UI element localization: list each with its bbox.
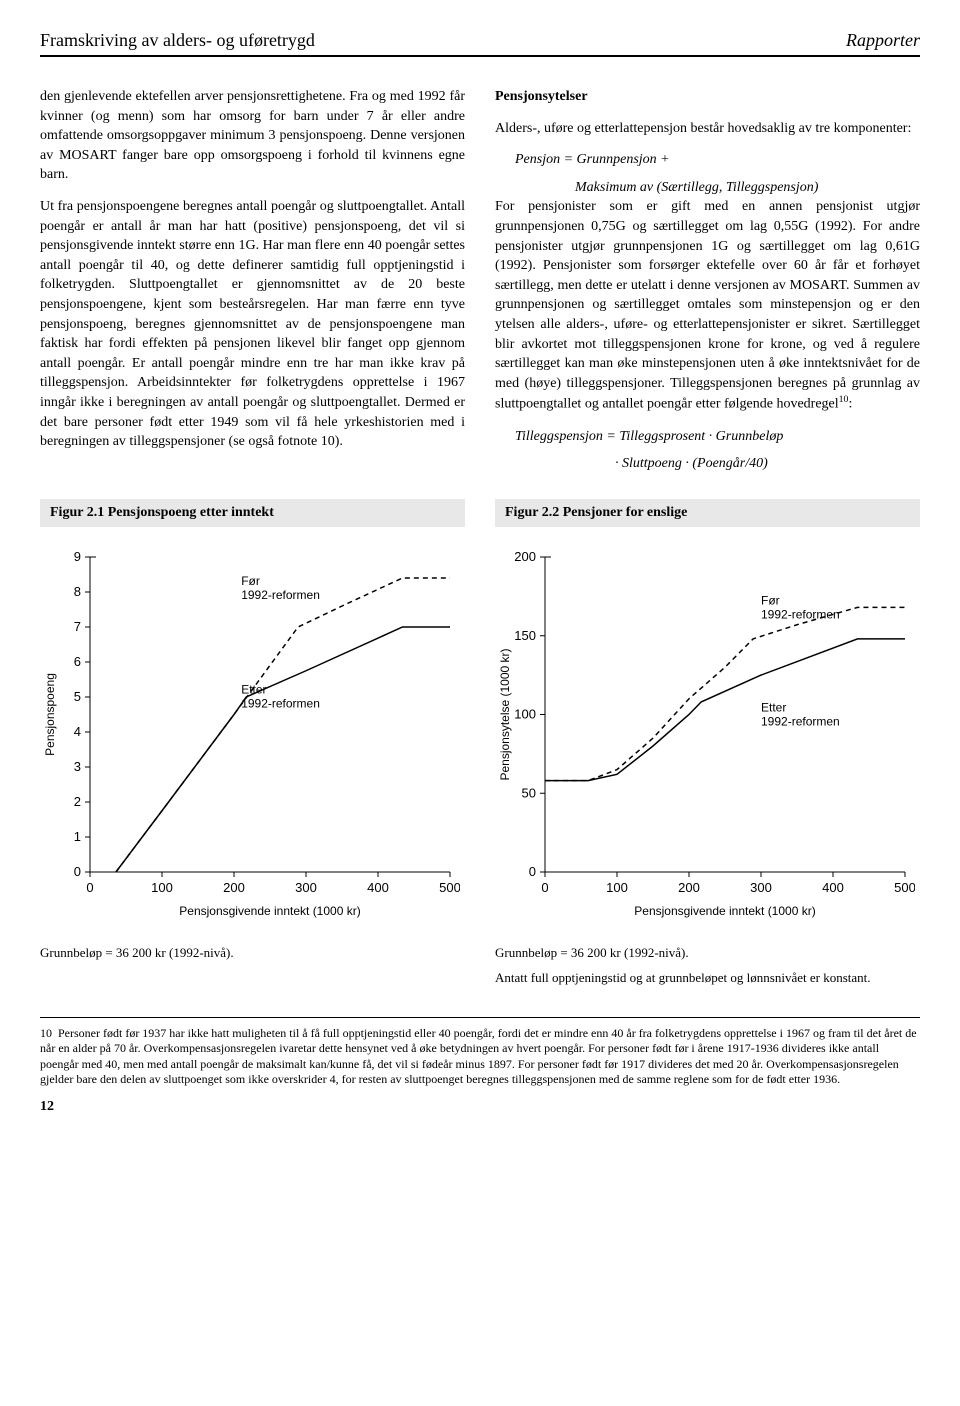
svg-text:400: 400: [822, 880, 844, 895]
svg-text:0: 0: [529, 864, 536, 879]
svg-text:100: 100: [514, 706, 536, 721]
svg-text:1992-reformen: 1992-reformen: [761, 607, 840, 621]
svg-text:7: 7: [74, 619, 81, 634]
page-number: 12: [40, 1098, 920, 1116]
svg-text:200: 200: [678, 880, 700, 895]
svg-text:400: 400: [367, 880, 389, 895]
figures-row: Figur 2.1 Pensjonspoeng etter inntekt 0 1…: [40, 499, 920, 987]
formula-1b: Maksimum av (Særtillegg, Tilleggspensjon…: [575, 178, 920, 198]
svg-text:1992-reformen: 1992-reformen: [761, 714, 840, 728]
svg-text:3: 3: [74, 759, 81, 774]
footnote-section: 10 Personer født før 1937 har ikke hatt …: [40, 1017, 920, 1117]
svg-text:500: 500: [894, 880, 915, 895]
header-title-right: Rapporter: [846, 30, 920, 51]
figure-2-2: Figur 2.2 Pensjoner for enslige 0 50 100 15…: [495, 499, 920, 987]
svg-text:200: 200: [223, 880, 245, 895]
svg-text:Etter: Etter: [241, 682, 266, 696]
svg-text:5: 5: [74, 689, 81, 704]
svg-text:6: 6: [74, 654, 81, 669]
footnote-10: 10 Personer født før 1937 har ikke hatt …: [40, 1026, 920, 1088]
right-p1: Alders-, uføre og etterlattepensjon best…: [495, 119, 920, 139]
svg-text:50: 50: [522, 785, 536, 800]
svg-text:0: 0: [541, 880, 548, 895]
formula-2b: · Sluttpoeng · (Poengår/40): [615, 454, 920, 474]
figure-2-2-caption1: Grunnbeløp = 36 200 kr (1992-nivå).: [495, 945, 920, 962]
chart-2-svg: 0 50 100 150 200 0 100 200 300 400 500 Pensjonsgive…: [495, 547, 915, 927]
svg-text:Etter: Etter: [761, 700, 786, 714]
svg-text:8: 8: [74, 584, 81, 599]
left-p1: den gjenlevende ektefellen arver pensjon…: [40, 87, 465, 185]
figure-2-1-title: Figur 2.1 Pensjonspoeng etter inntekt: [40, 499, 465, 527]
body-columns: den gjenlevende ektefellen arver pensjon…: [40, 87, 920, 474]
svg-text:1992-reformen: 1992-reformen: [241, 696, 320, 710]
svg-text:100: 100: [606, 880, 628, 895]
left-p2: Ut fra pensjonspoengene beregnes antall …: [40, 197, 465, 452]
right-column: Pensjonsytelser Alders-, uføre og etterl…: [495, 87, 920, 474]
svg-text:0: 0: [74, 864, 81, 879]
svg-text:0: 0: [86, 880, 93, 895]
figure-2-1-caption: Grunnbeløp = 36 200 kr (1992-nivå).: [40, 945, 465, 962]
svg-text:300: 300: [750, 880, 772, 895]
svg-text:Pensjonsgivende inntekt (1000: Pensjonsgivende inntekt (1000 kr): [634, 904, 815, 918]
figure-2-2-chart: 0 50 100 150 200 0 100 200 300 400 500 Pensjonsgive…: [495, 537, 920, 937]
svg-text:4: 4: [74, 724, 81, 739]
figure-2-1-chart: 0 1 2 3 4 5 6 7 8 9 0 100 200 300 400 500 Pensjonsgivend…: [40, 537, 465, 937]
svg-text:500: 500: [439, 880, 460, 895]
svg-text:200: 200: [514, 549, 536, 564]
svg-text:150: 150: [514, 628, 536, 643]
right-p2: For pensjonister som er gift med en anne…: [495, 197, 920, 414]
svg-text:Pensjonsytelse (1000 kr): Pensjonsytelse (1000 kr): [498, 648, 512, 780]
svg-text:Før: Før: [241, 574, 260, 588]
svg-text:Pensjonsgivende inntekt (1000: Pensjonsgivende inntekt (1000 kr): [179, 904, 360, 918]
svg-text:2: 2: [74, 794, 81, 809]
header-title-left: Framskriving av alders- og uføretrygd: [40, 30, 315, 51]
svg-text:Pensjonspoeng: Pensjonspoeng: [43, 673, 57, 756]
right-heading: Pensjonsytelser: [495, 87, 920, 107]
figure-2-2-title: Figur 2.2 Pensjoner for enslige: [495, 499, 920, 527]
svg-text:9: 9: [74, 549, 81, 564]
svg-text:100: 100: [151, 880, 173, 895]
svg-text:1992-reformen: 1992-reformen: [241, 588, 320, 602]
svg-text:1: 1: [74, 829, 81, 844]
svg-text:Før: Før: [761, 593, 780, 607]
left-column: den gjenlevende ektefellen arver pensjon…: [40, 87, 465, 474]
formula-2a: Tilleggspensjon = Tilleggsprosent · Grun…: [515, 427, 920, 447]
formula-1a: Pensjon = Grunnpensjon +: [515, 150, 920, 170]
figure-2-1: Figur 2.1 Pensjonspoeng etter inntekt 0 1…: [40, 499, 465, 987]
page-header: Framskriving av alders- og uføretrygd Ra…: [40, 30, 920, 57]
chart-1-svg: 0 1 2 3 4 5 6 7 8 9 0 100 200 300 400 500 Pensjonsgivend…: [40, 547, 460, 927]
figure-2-2-caption2: Antatt full opptjeningstid og at grunnbe…: [495, 970, 920, 987]
svg-text:300: 300: [295, 880, 317, 895]
